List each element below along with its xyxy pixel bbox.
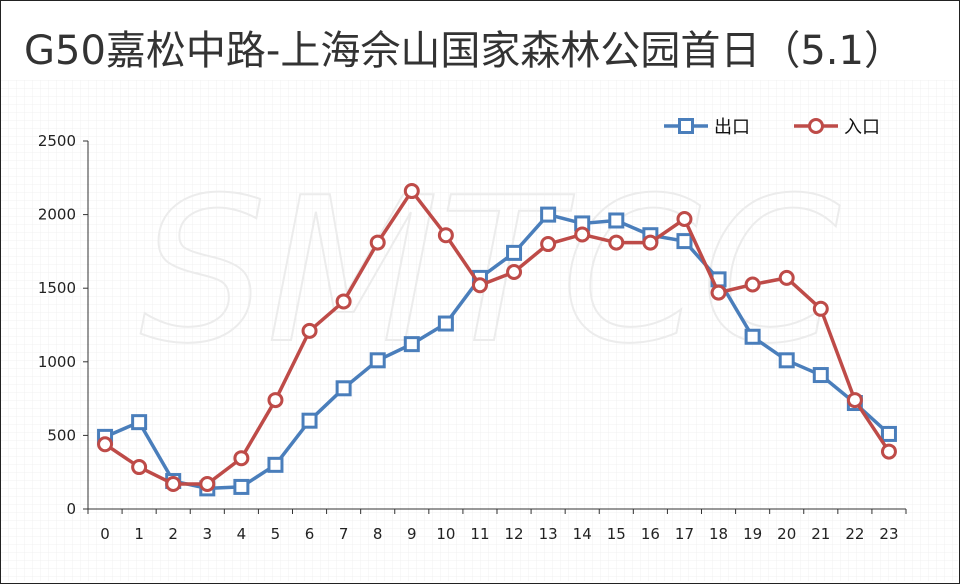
- data-point-circle: [506, 264, 523, 281]
- data-point-circle: [301, 322, 318, 339]
- data-point-circle: [540, 236, 557, 253]
- x-tick-label: 17: [675, 525, 694, 543]
- x-tick-label: 0: [100, 525, 110, 543]
- data-point-square: [540, 206, 557, 223]
- data-point-circle: [710, 284, 727, 301]
- x-tick-label: 16: [641, 525, 660, 543]
- x-tick-label: 6: [305, 525, 315, 543]
- legend-item-2: 入口: [794, 117, 880, 138]
- data-point-square: [403, 336, 420, 353]
- data-point-circle: [233, 450, 250, 467]
- x-tick-label: 13: [539, 525, 558, 543]
- chart-title: G50嘉松中路-上海佘山国家森林公园首日（5.1）: [24, 28, 904, 74]
- y-tick-label: 0: [66, 500, 76, 518]
- x-tick-label: 3: [203, 525, 213, 543]
- legend-marker-square: [678, 118, 694, 134]
- data-point-circle: [846, 392, 863, 409]
- data-point-circle: [97, 436, 114, 453]
- x-tick-label: 15: [607, 525, 626, 543]
- data-point-square: [506, 244, 523, 261]
- x-tick-label: 18: [709, 525, 728, 543]
- y-tick-label: 1000: [38, 353, 76, 371]
- y-tick-label: 2000: [38, 206, 76, 224]
- x-tick-label: 14: [573, 525, 592, 543]
- data-point-circle: [812, 300, 829, 317]
- x-tick-label: 21: [811, 525, 830, 543]
- data-point-square: [812, 367, 829, 384]
- data-point-circle: [880, 443, 897, 460]
- data-point-square: [778, 352, 795, 369]
- legend-item-1: 出口: [664, 117, 750, 138]
- data-point-circle: [369, 234, 386, 251]
- data-point-circle: [778, 269, 795, 286]
- y-tick-label: 500: [47, 426, 76, 444]
- legend-label: 入口: [844, 117, 880, 138]
- x-tick-label: 22: [845, 525, 864, 543]
- data-point-circle: [574, 226, 591, 243]
- legend-label: 出口: [714, 117, 750, 138]
- data-point-square: [301, 412, 318, 429]
- data-point-square: [608, 212, 625, 229]
- data-point-circle: [165, 475, 182, 492]
- data-point-circle: [744, 276, 761, 293]
- data-point-square: [267, 456, 284, 473]
- x-tick-label: 7: [339, 525, 349, 543]
- data-point-circle: [642, 234, 659, 251]
- data-point-square: [335, 380, 352, 397]
- x-tick-label: 2: [168, 525, 178, 543]
- data-point-square: [233, 478, 250, 495]
- y-tick-label: 1500: [38, 279, 76, 297]
- data-point-circle: [131, 459, 148, 476]
- data-point-circle: [437, 227, 454, 244]
- legend-marker-circle: [808, 118, 824, 134]
- data-point-circle: [608, 234, 625, 251]
- x-tick-label: 8: [373, 525, 383, 543]
- data-point-circle: [471, 277, 488, 294]
- data-point-square: [880, 425, 897, 442]
- data-point-circle: [199, 475, 216, 492]
- data-point-circle: [267, 392, 284, 409]
- x-tick-label: 1: [134, 525, 144, 543]
- data-point-square: [131, 414, 148, 431]
- x-tick-label: 5: [271, 525, 281, 543]
- y-tick-label: 2500: [38, 132, 76, 150]
- x-tick-label: 9: [407, 525, 417, 543]
- background-grid: [1, 80, 958, 581]
- data-point-square: [744, 328, 761, 345]
- data-point-square: [369, 352, 386, 369]
- x-tick-label: 10: [436, 525, 455, 543]
- series-2: [97, 183, 897, 492]
- data-point-circle: [676, 211, 693, 228]
- x-tick-label: 20: [777, 525, 796, 543]
- x-tick-label: 19: [743, 525, 762, 543]
- x-tick-label: 23: [879, 525, 898, 543]
- data-point-square: [676, 233, 693, 250]
- x-tick-label: 4: [237, 525, 247, 543]
- x-tick-label: 11: [470, 525, 489, 543]
- x-tick-label: 12: [504, 525, 523, 543]
- data-point-circle: [335, 293, 352, 310]
- data-point-square: [437, 315, 454, 332]
- data-point-circle: [403, 183, 420, 200]
